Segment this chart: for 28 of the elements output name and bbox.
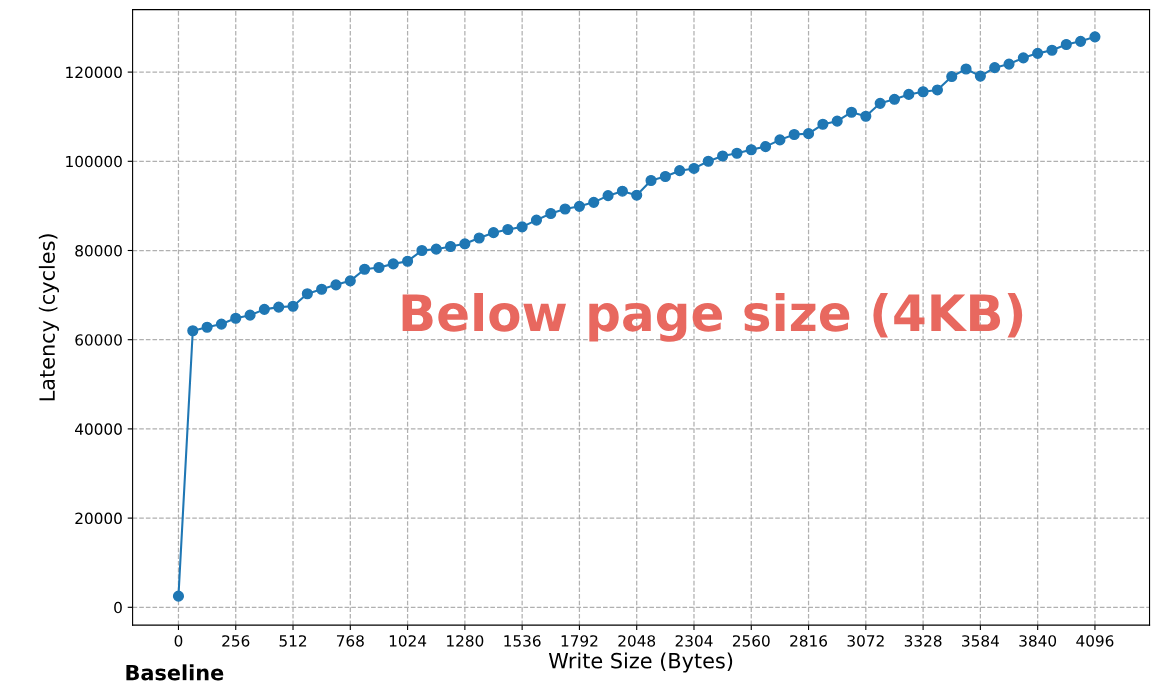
y-tick-label: 0 (114, 601, 122, 614)
x-tick-label: 1792 (561, 635, 598, 647)
x-tick-label: 2048 (618, 635, 656, 647)
x-tick-label: 1024 (389, 635, 427, 647)
x-tick-label: 3840 (1019, 635, 1057, 647)
x-tick-label: 0 (174, 635, 183, 647)
y-tick-label: 100000 (66, 155, 122, 168)
x-tick-label: 2560 (732, 635, 770, 647)
x-tick-label: 4096 (1076, 635, 1114, 647)
x-tick-label: 768 (336, 635, 364, 647)
y-tick-label: 20000 (75, 512, 122, 525)
x-tick-label: 3584 (962, 635, 999, 647)
x-tick-label: 1536 (504, 635, 541, 647)
annotation: Below page size (4KB) (402, 293, 1023, 342)
x-tick-label: 256 (222, 635, 250, 647)
text: Baseline (126, 664, 224, 681)
x-tick-label: 2304 (675, 635, 713, 647)
x-tick-label: 1280 (447, 635, 484, 647)
y-tick-label: 40000 (75, 423, 122, 435)
x-tick-label: 2816 (790, 635, 828, 647)
x-axis-title: Write Size (Bytes) (548, 652, 733, 673)
x-tick-label: 3328 (904, 635, 942, 647)
y-tick-label: 60000 (75, 334, 122, 346)
y-axis-title: Latency (cycles) (38, 234, 59, 401)
x-tick-label: 3072 (847, 635, 884, 647)
x-tick-label: 512 (279, 635, 307, 647)
y-tick-label: 80000 (75, 244, 122, 257)
y-tick-label: 120000 (66, 66, 122, 79)
